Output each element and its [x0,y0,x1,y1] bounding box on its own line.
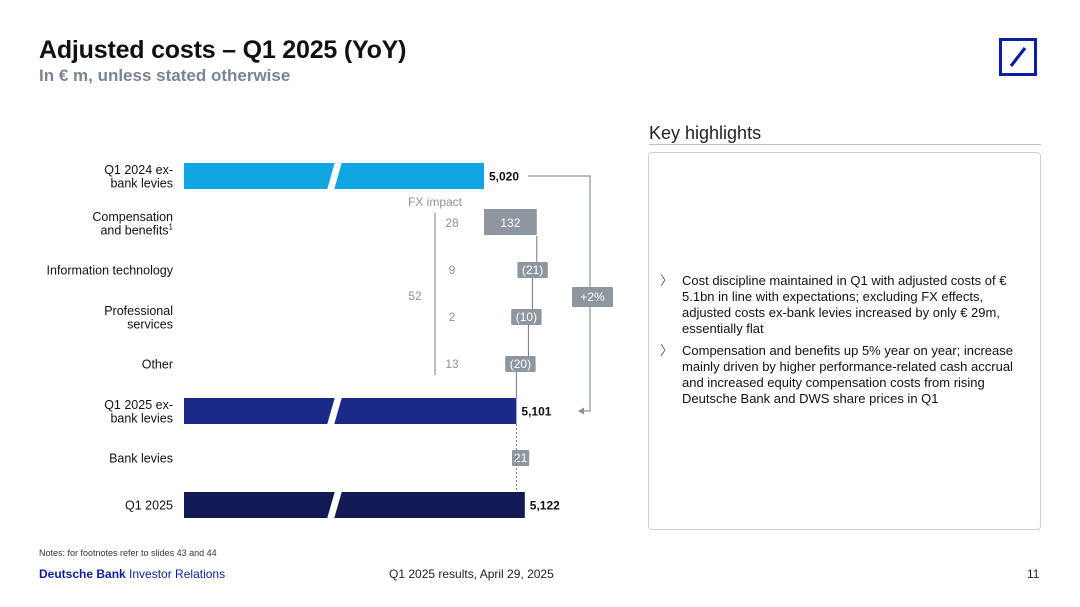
chevron-right-icon: 〉 [660,343,674,358]
data-label: 5,122 [530,499,560,513]
category-label: bank levies [110,176,173,190]
fx-value: 13 [445,357,459,371]
category-label: Other [142,358,173,372]
delta-label-box [505,356,536,372]
category-label: Bank levies [109,452,173,466]
footer-brand-name: Deutsche Bank [39,567,126,581]
key-highlights-box [648,152,1041,530]
deutsche-bank-logo-icon [999,38,1037,76]
axis-break-mark [327,491,342,519]
fx-impact-header: FX impact [408,195,463,209]
category-label: Q1 2025 [125,499,173,513]
data-label: (20) [510,357,531,371]
footer-brand: Deutsche Bank Investor Relations [39,567,225,581]
chevron-right-icon: 〉 [660,273,674,288]
delta-bar [484,209,537,235]
data-label: 132 [500,216,520,230]
change-badge [572,287,613,307]
footnotes: Notes: for footnotes refer to slides 43 … [39,548,217,558]
key-highlights-rule [649,144,1041,145]
waterfall-chart: Q1 2024 ex-bank levies 5,020 Compensationa… [47,162,613,519]
fx-value: 9 [449,263,456,277]
data-label: 5,020 [489,170,519,184]
key-highlights-list: 〉 Cost discipline maintained in Q1 with … [660,273,1030,413]
total-bar [184,398,517,424]
category-label: Compensation [92,210,173,224]
data-label: 21 [514,451,528,465]
data-label: (21) [522,263,543,277]
data-label: 5,101 [521,405,551,419]
data-label: (10) [516,310,537,324]
fx-value: 28 [445,216,459,230]
category-label: services [127,317,173,331]
change-arrowhead [578,407,584,415]
footer-event: Q1 2025 results, April 29, 2025 [389,567,554,581]
fx-value: 2 [449,310,456,324]
page-title: Adjusted costs – Q1 2025 (YoY) [39,36,407,64]
category-label: Q1 2025 ex- [104,398,173,412]
highlight-item: 〉 Cost discipline maintained in Q1 with … [660,273,1030,337]
category-label: bank levies [110,411,173,425]
fx-total: 52 [408,289,422,303]
category-label: Professional [104,304,173,318]
category-label: Q1 2024 ex- [104,163,173,177]
key-highlights-title: Key highlights [649,123,762,143]
page-subtitle: In € m, unless stated otherwise [39,66,291,85]
change-label: +2% [580,290,605,304]
category-label: and benefits1 [100,222,173,237]
category-label: Information technology [47,264,174,278]
highlight-text: Cost discipline maintained in Q1 with ad… [682,273,1007,336]
footer-brand-suffix: Investor Relations [125,567,226,581]
delta-label-box [511,309,542,325]
total-bar [184,492,525,518]
highlight-item: 〉 Compensation and benefits up 5% year o… [660,343,1030,407]
page-number: 11 [1027,567,1040,581]
axis-break-mark [327,162,342,190]
axis-break-mark [327,397,342,425]
delta-label-box [517,262,548,278]
highlight-text: Compensation and benefits up 5% year on … [682,343,1013,406]
